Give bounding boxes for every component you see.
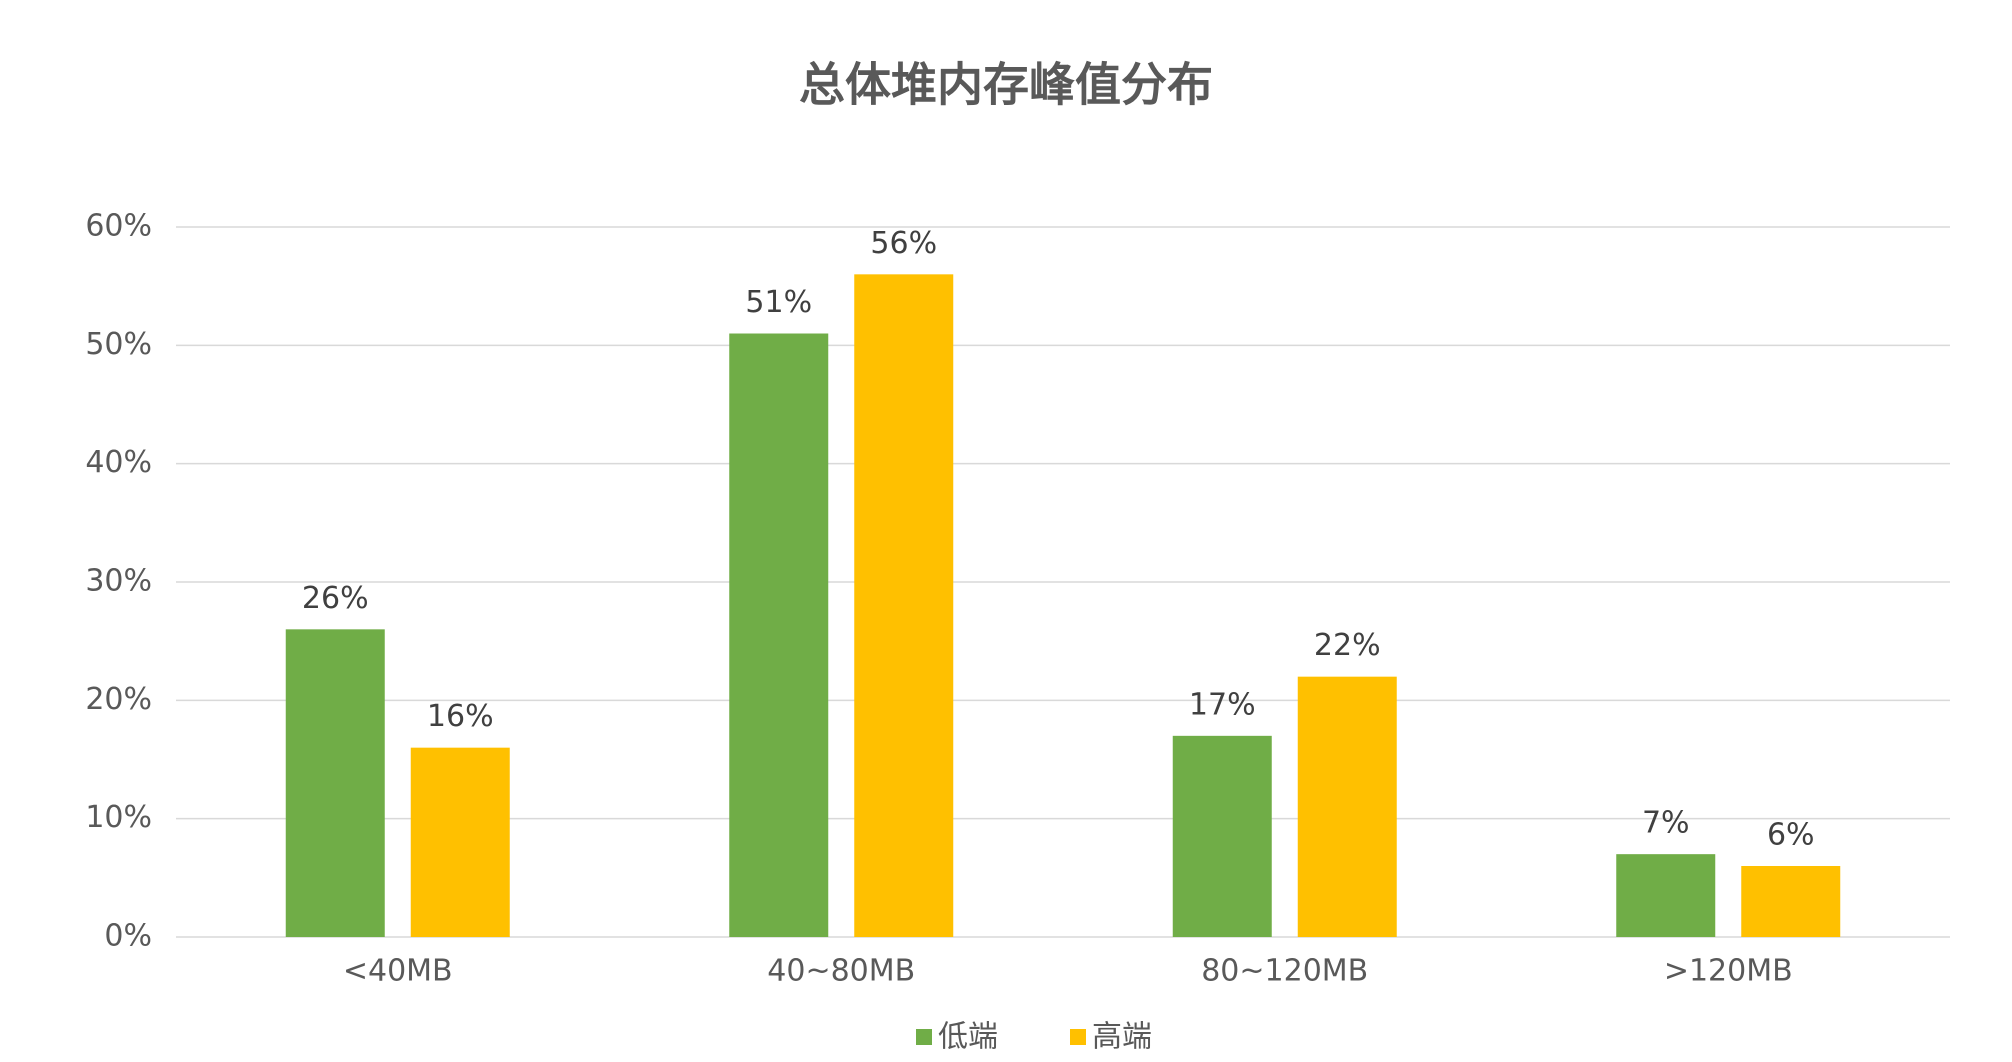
legend-label: 低端 (938, 1020, 998, 1055)
bar (285, 629, 385, 937)
y-tick-label: 0% (104, 919, 152, 954)
x-tick-label: 40~80MB (767, 954, 915, 989)
x-tick-label: 80~120MB (1201, 954, 1368, 989)
data-label: 51% (745, 285, 812, 320)
y-tick-label: 60% (85, 209, 152, 244)
y-tick-label: 40% (85, 445, 152, 480)
data-label: 7% (1642, 806, 1690, 841)
chart-title: 总体堆内存峰值分布 (799, 58, 1213, 112)
bar (1172, 735, 1272, 937)
bar (1297, 676, 1397, 937)
y-tick-label: 20% (85, 682, 152, 717)
data-label: 56% (870, 226, 937, 261)
bar (410, 747, 510, 937)
bar (1616, 854, 1716, 937)
bar (854, 274, 954, 937)
data-label: 22% (1314, 628, 1381, 663)
x-tick-label: >120MB (1664, 954, 1793, 989)
bar (1741, 866, 1841, 937)
data-label: 6% (1767, 818, 1815, 853)
legend-label: 高端 (1092, 1020, 1152, 1055)
data-label: 26% (302, 581, 369, 616)
y-tick-label: 30% (85, 564, 152, 599)
legend-swatch (916, 1029, 932, 1045)
data-label: 17% (1189, 687, 1256, 722)
bar (729, 333, 829, 937)
legend-swatch (1070, 1029, 1086, 1045)
data-label: 16% (427, 699, 494, 734)
y-tick-label: 10% (85, 800, 152, 835)
x-tick-label: <40MB (343, 954, 453, 989)
y-tick-label: 50% (85, 327, 152, 362)
